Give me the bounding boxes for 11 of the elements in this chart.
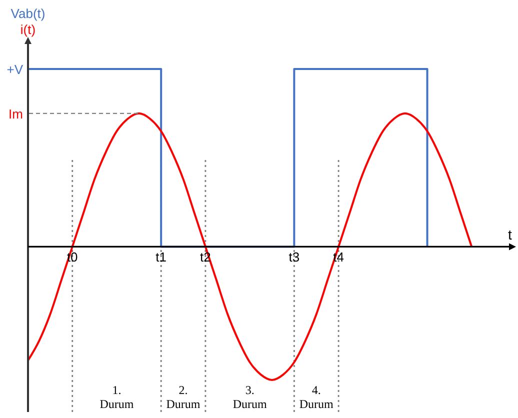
- text: 4. Durum: [299, 383, 334, 411]
- text: 2. Durum: [166, 383, 201, 411]
- text: 3. Durum: [232, 383, 268, 411]
- text: Vab(t): [10, 6, 46, 21]
- text: i(t): [20, 22, 36, 37]
- text: +V: [6, 62, 24, 77]
- text: 1. Durum: [100, 383, 134, 411]
- x-tick-label: t1: [156, 250, 167, 265]
- text: Im: [8, 106, 23, 122]
- x-tick-label: t3: [288, 250, 300, 265]
- x-axis-title: t: [508, 226, 512, 243]
